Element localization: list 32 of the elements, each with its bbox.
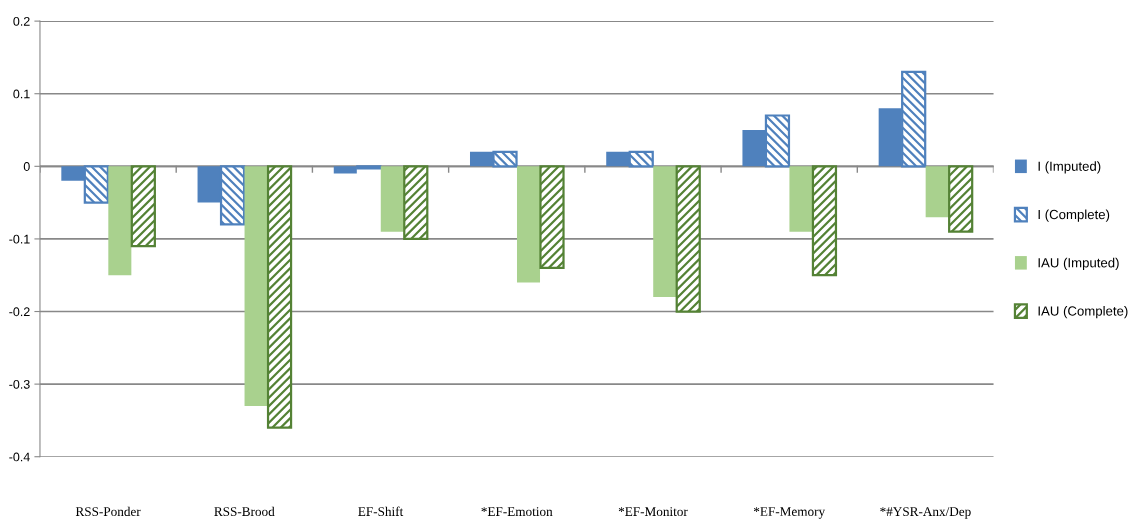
x-tick-label: *EF-Memory: [753, 507, 826, 519]
y-tick-label: 0: [23, 162, 30, 171]
y-tick-label: -0.3: [9, 379, 30, 389]
legend-label: IAU (Complete): [1038, 305, 1128, 319]
x-tick-label: EF-Shift: [358, 506, 404, 517]
legend-label: IAU (Imputed): [1038, 257, 1119, 271]
legend-label: I (Imputed): [1038, 161, 1101, 174]
bar: [244, 166, 268, 406]
bar: [403, 165, 429, 241]
bar: [675, 165, 701, 313]
y-tick-label: 0.1: [13, 89, 30, 99]
bar: [108, 166, 132, 276]
y-tick-label: -0.4: [9, 452, 30, 462]
bar: [539, 165, 565, 270]
bar: [811, 165, 838, 277]
legend-label: I (Complete): [1038, 209, 1110, 222]
bar: [266, 165, 293, 429]
bar: [948, 165, 974, 233]
x-tick-label: RSS-Brood: [214, 506, 275, 517]
bar: [380, 166, 404, 232]
x-tick-label: *EF-Monitor: [618, 507, 688, 517]
y-tick-label: -0.1: [9, 234, 30, 244]
y-tick-label: 0.2: [13, 16, 30, 26]
bar: [653, 166, 677, 297]
x-tick-label: *#YSR-Anx/Dep: [880, 507, 971, 519]
bar: [130, 165, 156, 248]
bar: [925, 166, 949, 218]
x-tick-label: RSS-Ponder: [75, 506, 141, 517]
bar: [516, 166, 541, 283]
y-tick-label: -0.2: [9, 307, 30, 317]
bar: [789, 166, 813, 232]
x-tick-label: *EF-Emotion: [481, 507, 553, 517]
